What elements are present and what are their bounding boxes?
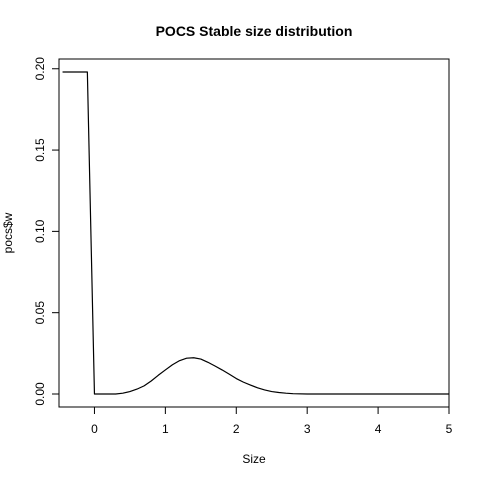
series-line-0 — [62, 71, 449, 395]
y-axis-label: pocs$w — [1, 212, 15, 253]
y-tick-label: 0.10 — [33, 219, 47, 243]
x-tick-label: 4 — [375, 422, 382, 436]
x-tick-label: 5 — [446, 422, 453, 436]
y-axis: 0.00 0.05 0.10 0.15 0.20 — [33, 57, 60, 406]
x-axis-label: Size — [242, 452, 266, 466]
y-tick-label: 0.15 — [33, 138, 47, 162]
y-tick-label: 0.05 — [33, 301, 47, 325]
series-layer — [62, 71, 449, 395]
x-tick-label: 2 — [233, 422, 240, 436]
x-tick-label: 0 — [91, 422, 98, 436]
x-tick-label: 3 — [304, 422, 311, 436]
x-tick-label: 1 — [162, 422, 169, 436]
plot-frame — [58, 58, 450, 408]
x-axis: 0 1 2 3 4 5 — [91, 406, 453, 436]
chart-title: POCS Stable size distribution — [156, 23, 353, 39]
y-tick-label: 0.20 — [33, 57, 47, 81]
y-tick-label: 0.00 — [33, 382, 47, 406]
